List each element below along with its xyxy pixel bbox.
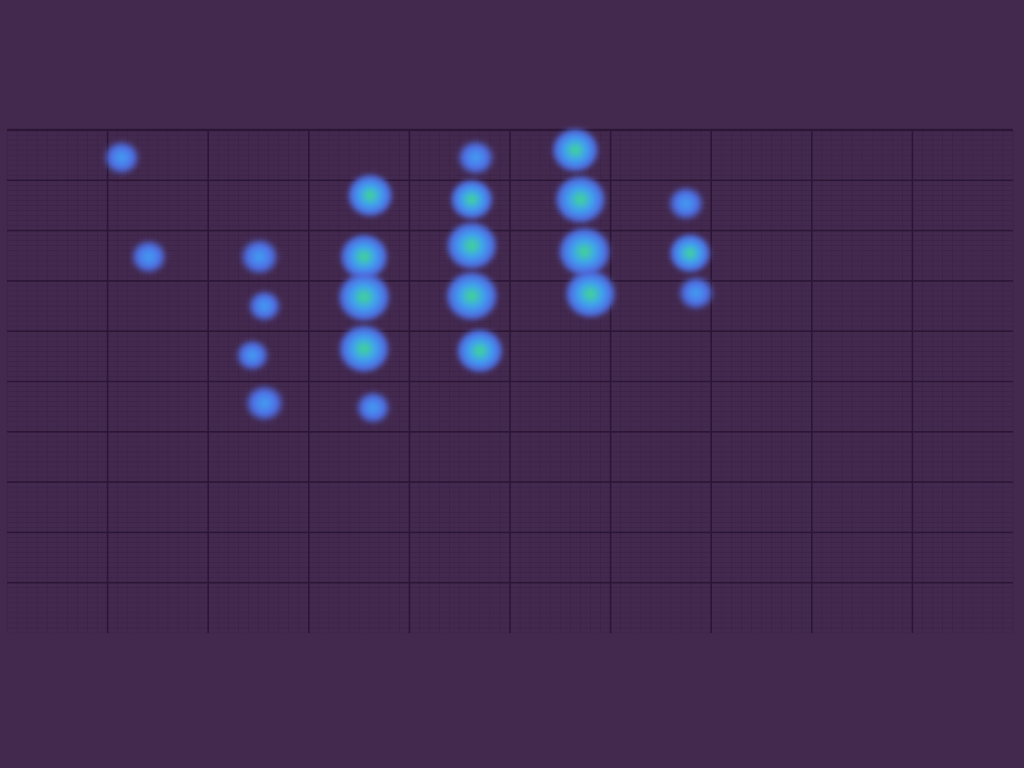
heat-blob xyxy=(337,323,391,375)
heat-blob xyxy=(346,172,394,218)
heat-blob xyxy=(129,238,168,275)
heat-blob xyxy=(234,338,270,372)
heat-blob xyxy=(449,178,495,221)
heat-blob xyxy=(668,232,712,274)
heat-blob xyxy=(338,232,390,281)
heat-blob xyxy=(445,220,499,271)
grid xyxy=(6,128,1014,634)
heat-blob xyxy=(455,327,505,375)
heat-blob xyxy=(677,275,716,311)
heat-blob xyxy=(354,390,392,425)
heat-blob xyxy=(550,126,600,174)
heat-blobs xyxy=(102,126,716,425)
heat-blob xyxy=(553,174,608,225)
heat-blob xyxy=(336,271,392,323)
heat-blob xyxy=(557,225,612,278)
heat-blob xyxy=(563,268,618,320)
heat-blob xyxy=(444,270,500,322)
heat-blob xyxy=(247,289,283,323)
heat-blob xyxy=(102,139,141,176)
heat-blob xyxy=(667,185,705,222)
heat-blob xyxy=(456,139,496,177)
heat-blob xyxy=(239,237,280,277)
heat-blob xyxy=(244,383,285,423)
